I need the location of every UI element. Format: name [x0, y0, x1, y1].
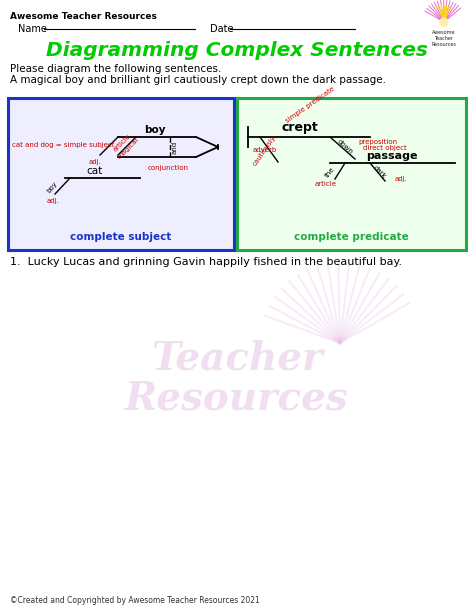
Text: dark: dark	[373, 164, 388, 180]
Text: 1.  Lucky Lucas and grinning Gavin happily fished in the beautiful bay.: 1. Lucky Lucas and grinning Gavin happil…	[10, 257, 402, 267]
Text: Diagramming Complex Sentences: Diagramming Complex Sentences	[46, 41, 428, 60]
Text: preposition: preposition	[358, 139, 397, 145]
Text: adj.: adj.	[395, 176, 408, 182]
Bar	[237, 98, 466, 250]
Text: magical: magical	[116, 136, 140, 160]
Text: Please diagram the following sentences.: Please diagram the following sentences.	[10, 64, 221, 74]
Text: the: the	[324, 166, 336, 178]
Text: Awesome Teacher Resources: Awesome Teacher Resources	[10, 12, 157, 21]
Circle shape	[440, 18, 448, 26]
Text: ©Created and Copyrighted by Awesome Teacher Resources 2021: ©Created and Copyrighted by Awesome Teac…	[10, 596, 260, 605]
Text: Resources: Resources	[125, 379, 349, 417]
Text: boy: boy	[46, 180, 59, 194]
Text: and: and	[172, 140, 178, 154]
Text: crept: crept	[282, 121, 319, 134]
Text: Awesome
Teacher
Resources: Awesome Teacher Resources	[431, 30, 456, 47]
Text: A magical boy and brilliant girl cautiously crept down the dark passage.: A magical boy and brilliant girl cautiou…	[10, 75, 386, 85]
Text: passage: passage	[366, 151, 418, 161]
Bar	[8, 98, 234, 250]
Text: Teacher: Teacher	[151, 339, 323, 377]
Text: boy: boy	[144, 125, 166, 135]
Text: adj.: adj.	[89, 159, 101, 165]
Text: adj.: adj.	[46, 198, 59, 204]
Text: Date: Date	[210, 24, 234, 34]
Text: cautiously: cautiously	[251, 135, 277, 167]
Text: complete subject: complete subject	[70, 232, 172, 242]
Text: article: article	[315, 181, 337, 187]
Text: conjunction: conjunction	[147, 165, 189, 171]
Text: Name: Name	[18, 24, 47, 34]
Text: complete predicate: complete predicate	[294, 232, 409, 242]
Text: article: article	[112, 133, 132, 153]
Text: adverb: adverb	[253, 147, 277, 153]
Text: direct object: direct object	[363, 145, 407, 151]
Text: cat and dog = simple subject: cat and dog = simple subject	[12, 142, 115, 148]
Text: simple predicate: simple predicate	[284, 86, 336, 124]
Text: cat: cat	[87, 166, 103, 176]
Text: down: down	[336, 139, 354, 156]
